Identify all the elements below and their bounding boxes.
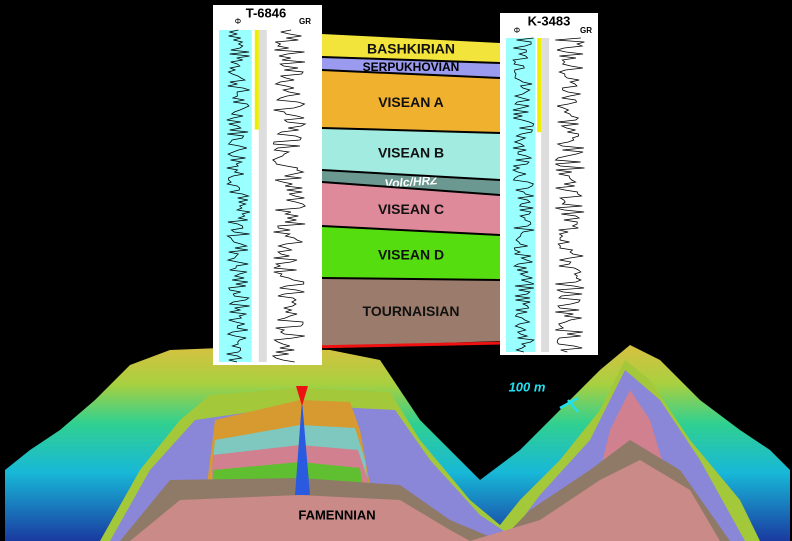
section-famennian	[130, 460, 720, 541]
zone	[322, 278, 500, 347]
depth-track	[541, 38, 550, 352]
zone	[322, 226, 500, 280]
scale-label: 100 m	[509, 379, 546, 394]
pay-flag	[537, 38, 542, 133]
zone	[322, 128, 500, 180]
zone-boundary	[321, 225, 501, 236]
basin-surface	[5, 345, 790, 541]
well-name: K-3483	[528, 13, 571, 28]
basement-label: FAMENNIAN	[298, 507, 375, 522]
well-marker	[296, 386, 308, 406]
zone-label: Volc/HRZ	[384, 173, 438, 191]
zone-boundary	[321, 127, 501, 134]
gr-curve	[554, 37, 585, 353]
zone-boundary	[321, 56, 501, 64]
zone-boundary	[321, 32, 501, 43]
zone-label: VISEAN C	[378, 201, 444, 217]
well-trace	[295, 400, 310, 495]
correlation-zones: BASHKIRIAN SERPUKHOVIAN VISEAN A VISEAN B Vo…	[213, 32, 598, 347]
phi-curve	[226, 29, 251, 363]
zone-boundary	[321, 169, 501, 181]
well-log: K-3483 Φ GR	[500, 13, 598, 355]
phi-header: Φ	[514, 26, 520, 35]
well-name: T-6846	[246, 5, 286, 20]
zone-label: VISEAN D	[378, 246, 444, 262]
zone	[322, 182, 500, 235]
zone-label: VISEAN A	[378, 94, 444, 110]
scale-tick	[559, 396, 579, 410]
zone-boundary	[321, 277, 501, 281]
gr-curve	[271, 29, 307, 363]
section-visean-c-right	[600, 390, 665, 470]
depth-track	[258, 30, 267, 362]
phi-header: Φ	[235, 17, 241, 26]
pay-flag	[254, 30, 259, 130]
gr-header: GR	[299, 17, 311, 26]
zone	[322, 170, 500, 195]
gr-header: GR	[580, 26, 592, 35]
zone-boundary	[321, 69, 501, 79]
zone-label: SERPUKHOVIAN	[363, 60, 460, 74]
zone	[322, 70, 500, 133]
zone-label: VISEAN B	[378, 144, 444, 160]
zone-label: TOURNAISIAN	[363, 303, 460, 319]
well-log: T-6846 Φ GR	[213, 5, 322, 365]
zone-label: BASHKIRIAN	[367, 40, 455, 56]
zone-boundary	[321, 181, 501, 196]
phi-curve	[512, 37, 535, 353]
